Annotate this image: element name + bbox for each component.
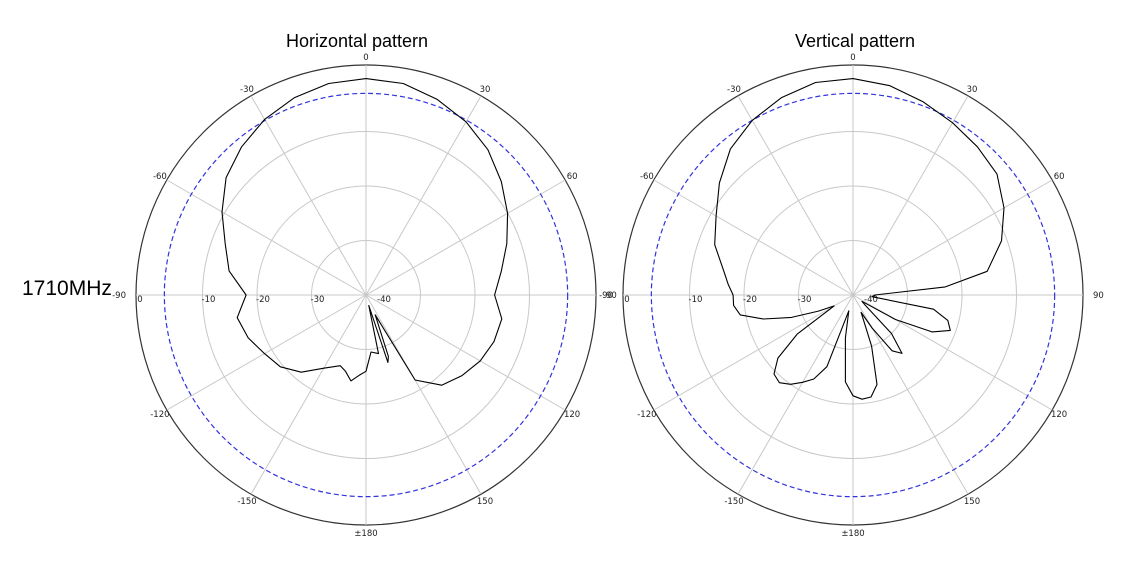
vertical-spoke [737,95,854,296]
vertical-radial-tick-label: -40 [864,295,878,305]
horizontal-pattern-trace [221,78,509,386]
horizontal-spoke [365,179,566,296]
horizontal-angle-tick-label: -150 [237,497,256,507]
vertical-spoke [852,95,969,296]
horizontal-angle-tick-label: 150 [477,497,493,507]
vertical-reference-circle [650,92,1056,498]
vertical-angle-tick-label: -30 [727,85,741,95]
horizontal-spoke [365,95,482,296]
vertical-angle-tick-label: -150 [724,497,743,507]
vertical-pattern-trace [714,78,1005,400]
horizontal-angle-tick-label: 60 [567,172,578,182]
horizontal-radial-tick-label: -40 [377,295,391,305]
horizontal-spoke [250,294,367,495]
vertical-angle-tick-label: 150 [964,497,980,507]
vertical-spoke [653,294,854,411]
vertical-radial-tick-label: -20 [743,295,757,305]
horizontal-spoke [166,294,367,411]
horizontal-spoke [250,95,367,296]
vertical-pattern-title: Vertical pattern [794,31,916,51]
vertical-radial-tick-label: -10 [689,295,703,305]
vertical-spoke [852,179,1053,296]
horizontal-radial-tick-label: -10 [202,295,216,305]
horizontal-angle-tick-label: 90 [606,291,617,301]
horizontal-angle-tick-label: -30 [240,85,254,95]
vertical-radial-tick-label: -30 [798,295,812,305]
vertical-angle-tick-label: 90 [1093,291,1104,301]
vertical-angle-tick-label: ±180 [841,529,864,539]
horizontal-spoke [365,294,566,411]
vertical-radial-tick-label: 0 [624,295,629,305]
horizontal-angle-tick-label: ±180 [354,529,377,539]
horizontal-angle-tick-label: -60 [153,172,167,182]
vertical-angle-tick-label: 0 [850,53,855,63]
vertical-angle-tick-label: -90 [599,291,613,301]
horizontal-angle-tick-label: 0 [363,53,368,63]
vertical-spoke [653,179,854,296]
vertical-angle-tick-label: 120 [1051,410,1067,420]
horizontal-spoke [365,294,482,495]
horizontal-angle-tick-label: -90 [112,291,126,301]
horizontal-radial-tick-label: -20 [256,295,270,305]
horizontal-radial-tick-label: -30 [311,295,325,305]
horizontal-spoke [166,179,367,296]
horizontal-reference-circle [163,92,569,498]
vertical-angle-tick-label: -120 [637,410,656,420]
horizontal-angle-tick-label: 120 [564,410,580,420]
horizontal-angle-tick-label: -120 [150,410,169,420]
vertical-angle-tick-label: 60 [1054,172,1065,182]
horizontal-pattern-title: Horizontal pattern [285,31,429,51]
vertical-angle-tick-label: 30 [967,85,978,95]
vertical-angle-tick-label: -60 [640,172,654,182]
horizontal-radial-tick-label: 0 [137,295,142,305]
horizontal-angle-tick-label: 30 [480,85,491,95]
frequency-label: 1710MHz [22,277,112,300]
vertical-spoke [737,294,854,495]
